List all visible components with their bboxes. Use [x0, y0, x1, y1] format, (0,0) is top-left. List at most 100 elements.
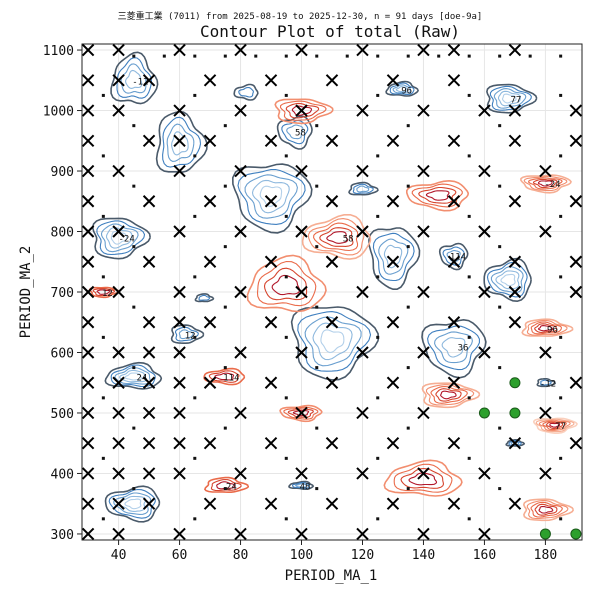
x-marker-stroke	[356, 406, 369, 420]
sample-dot	[467, 456, 471, 460]
sample-x-marker	[234, 467, 247, 480]
x-marker-stroke	[569, 134, 582, 147]
x-marker-stroke	[264, 376, 278, 389]
contour-line	[251, 179, 290, 214]
contour-line	[244, 174, 298, 219]
contour-line	[170, 324, 205, 345]
contour-line	[540, 379, 552, 386]
x-tick-label: 180	[534, 548, 557, 563]
sample-x-marker	[447, 316, 461, 329]
sample-dot	[559, 335, 563, 339]
sample-x-marker	[508, 104, 522, 117]
x-marker-stroke	[539, 225, 552, 238]
x-marker-stroke	[112, 285, 125, 299]
sample-x-marker	[386, 74, 400, 87]
sample-x-marker	[264, 376, 278, 389]
sample-dot	[437, 54, 441, 58]
sample-x-marker	[234, 346, 247, 359]
sample-dot	[101, 456, 105, 460]
sample-dot	[559, 93, 563, 97]
x-tick-label: 160	[473, 548, 496, 563]
sample-dot	[284, 396, 288, 400]
sample-x-marker	[82, 467, 95, 480]
sample-x-marker	[295, 225, 308, 238]
sample-x-marker	[203, 255, 217, 268]
sample-dot	[193, 517, 197, 521]
contour-line	[400, 467, 445, 489]
sample-x-marker	[447, 497, 461, 510]
sample-x-marker	[112, 376, 125, 389]
contour-line	[538, 419, 571, 432]
x-marker-stroke	[447, 255, 461, 268]
sample-x-marker	[447, 195, 461, 208]
contour-label: 96	[547, 325, 558, 335]
sample-x-marker	[417, 164, 430, 178]
y-tick-label: 500	[51, 407, 74, 422]
sample-x-marker	[112, 225, 125, 238]
contour-label: -12	[540, 380, 556, 390]
x-marker-stroke	[295, 44, 308, 57]
sample-x-marker	[447, 255, 461, 268]
contour-line	[295, 483, 307, 488]
sample-x-marker	[417, 285, 430, 299]
x-marker-stroke	[82, 376, 95, 389]
x-tick-label: 80	[233, 548, 249, 563]
contour-label: 24	[136, 374, 147, 384]
contour-line	[174, 326, 199, 342]
sample-x-marker	[173, 44, 186, 57]
x-marker-stroke	[142, 74, 156, 87]
contour-line	[522, 498, 575, 522]
sample-dot	[559, 396, 563, 400]
x-marker-stroke	[386, 376, 400, 389]
sample-dot	[284, 54, 288, 58]
contour-line	[100, 223, 139, 253]
x-marker-stroke	[82, 437, 95, 450]
sample-x-marker	[356, 44, 369, 57]
x-marker-stroke	[539, 467, 552, 480]
sample-x-marker	[508, 195, 522, 208]
sample-dot	[193, 275, 197, 279]
sample-dot	[284, 335, 288, 339]
sample-x-marker	[112, 437, 125, 450]
x-marker-stroke	[508, 134, 522, 147]
contour-line	[279, 404, 323, 423]
x-marker-stroke	[356, 467, 369, 480]
sample-dot	[406, 54, 410, 58]
x-marker-stroke	[142, 376, 156, 389]
x-marker-stroke	[508, 104, 522, 117]
sample-x-marker	[478, 467, 491, 480]
sample-dot	[467, 93, 471, 97]
contour-line	[120, 63, 147, 94]
contour-line	[166, 123, 195, 162]
contour-line	[530, 501, 563, 518]
sample-x-marker	[82, 104, 95, 117]
x-marker-stroke	[112, 225, 125, 238]
x-marker-stroke	[386, 316, 400, 329]
sample-x-marker	[234, 406, 247, 420]
sample-x-marker	[142, 316, 156, 329]
x-marker-stroke	[356, 104, 369, 117]
sample-x-marker	[295, 285, 308, 299]
sample-x-marker	[234, 44, 247, 57]
sample-x-marker	[82, 164, 95, 178]
x-marker-stroke	[569, 376, 582, 389]
sample-dot	[101, 93, 105, 97]
contour-line	[408, 472, 438, 486]
sample-dot	[406, 366, 410, 370]
x-marker-stroke	[142, 467, 156, 480]
sample-x-marker	[173, 467, 186, 480]
contour-line	[438, 242, 469, 271]
contour-line	[421, 382, 481, 409]
sample-markers	[82, 44, 582, 540]
contour-line	[425, 190, 450, 201]
sample-x-marker	[173, 164, 186, 178]
sample-dot	[498, 124, 502, 128]
contour-line	[110, 51, 159, 105]
contour-label: 58	[295, 129, 306, 139]
x-tick-label: 100	[290, 548, 313, 563]
sample-x-marker	[417, 346, 430, 359]
sample-x-marker	[569, 104, 582, 117]
x-marker-stroke	[386, 255, 400, 268]
sample-x-marker	[82, 225, 95, 238]
